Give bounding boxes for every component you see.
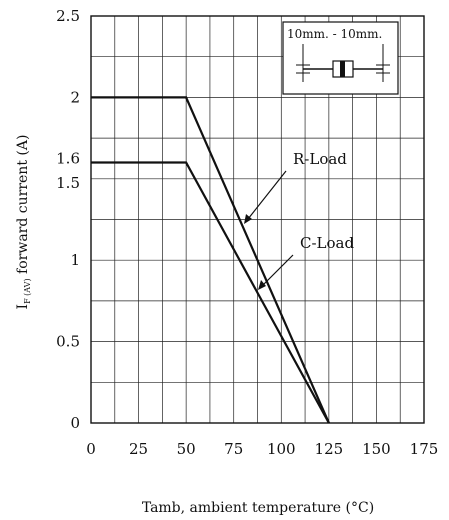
y-tick-label: 0.5 [56, 333, 80, 351]
y-axis-title-rest: forward current (A) [15, 135, 31, 279]
x-tick-label: 50 [177, 440, 196, 458]
x-tick-label: 25 [129, 440, 148, 458]
y-axis-title-subscript: F (AV) [23, 278, 32, 304]
inset-box [282, 21, 399, 95]
y-tick-label: 2 [70, 88, 80, 106]
y-tick-label: 1 [70, 251, 80, 269]
r-load-leader [247, 170, 287, 220]
plot-border [90, 15, 425, 424]
y-tick-label: 1.5 [56, 174, 80, 192]
y-axis-title-main: I [15, 304, 31, 310]
inset-label: 10mm. - 10mm. [287, 27, 382, 41]
series-lines [91, 96, 330, 424]
r-load-label: R-Load [293, 150, 347, 168]
c-load-arrowhead [258, 280, 266, 290]
c-load-label: C-Load [300, 234, 354, 252]
series-line-r-load [91, 96, 330, 424]
y-tick-label: 2.5 [56, 7, 80, 25]
x-tick-label: 175 [410, 440, 439, 458]
x-axis-title: Tamb, ambient temperature (°C) [142, 500, 374, 516]
x-axis-ticks: 0 25 50 75 100 125 150 175 [86, 440, 438, 458]
y-tick-label: 1.6 [56, 150, 80, 168]
y-axis-ticks: 0 0.5 1 1.5 1.6 2 2.5 [56, 7, 80, 432]
x-tick-label: 75 [224, 440, 243, 458]
y-tick-label: 0 [70, 414, 80, 432]
r-load-arrowhead [244, 214, 252, 224]
y-axis-title: IF (AV) forward current (A) [15, 135, 32, 310]
plot-frame [90, 15, 425, 424]
x-tick-label: 150 [362, 440, 391, 458]
annotation-r-load: R-Load [244, 150, 347, 224]
mounting-inset: 10mm. - 10mm. [282, 21, 399, 95]
c-load-leader [261, 254, 294, 287]
inset-diode-band [340, 61, 345, 77]
x-tick-label: 100 [267, 440, 296, 458]
x-tick-label: 125 [315, 440, 344, 458]
series-line-c-load [91, 161, 330, 424]
x-tick-label: 0 [86, 440, 96, 458]
annotation-c-load: C-Load [258, 234, 354, 290]
